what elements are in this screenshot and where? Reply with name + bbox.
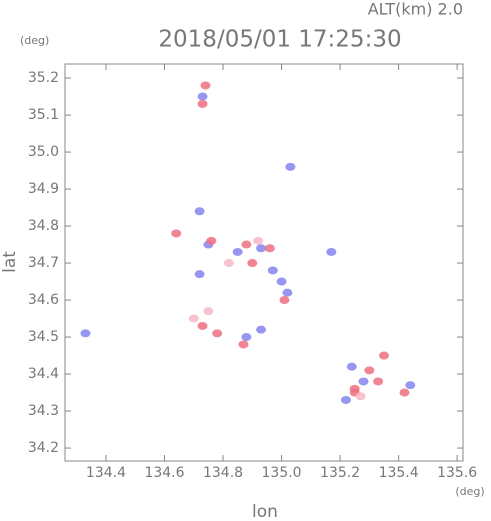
echo-cell <box>378 351 389 360</box>
echo-cell <box>171 229 182 238</box>
echo-cell <box>232 247 243 256</box>
altitude-label: ALT(km) 2.0 <box>368 0 463 19</box>
echo-cell <box>241 333 252 342</box>
echo-cell <box>340 395 351 404</box>
x-tick-label: 135.6 <box>437 465 477 481</box>
echo-cell <box>264 244 275 253</box>
echo-cell <box>346 362 357 371</box>
y-tick-label: 35.2 <box>28 70 59 86</box>
echo-cell <box>197 321 208 330</box>
plot-frame <box>64 63 464 462</box>
echo-cell <box>405 381 416 390</box>
echo-cell <box>355 392 366 401</box>
x-tick-label: 135.4 <box>379 465 419 481</box>
echo-cell <box>194 270 205 279</box>
x-tick-label: 134.6 <box>144 465 184 481</box>
x-tick-label: 135.2 <box>320 465 360 481</box>
echo-cell <box>364 366 375 375</box>
y-axis-label: lat <box>0 251 20 273</box>
echo-cell <box>241 240 252 249</box>
echo-cell <box>256 325 267 334</box>
echo-cell <box>253 236 264 245</box>
y-tick-label: 34.2 <box>28 440 59 456</box>
echo-cell <box>282 288 293 297</box>
echo-cell <box>80 329 91 338</box>
echo-cell <box>256 244 267 253</box>
echo-cell <box>276 277 287 286</box>
echo-cell <box>197 92 208 101</box>
x-unit: (deg) <box>455 485 484 498</box>
y-tick-label: 34.3 <box>28 403 59 419</box>
echo-cell <box>238 340 249 349</box>
echo-cell <box>206 236 217 245</box>
y-tick-label: 35.0 <box>28 144 59 160</box>
echo-cell <box>197 99 208 108</box>
x-tick-label: 134.8 <box>203 465 243 481</box>
echo-cell <box>399 388 410 397</box>
echo-cell <box>279 296 290 305</box>
y-tick-label: 35.1 <box>28 107 59 123</box>
y-tick-label: 34.6 <box>28 292 59 308</box>
y-unit: (deg) <box>20 34 49 47</box>
echo-cell <box>267 266 278 275</box>
x-axis-label: lon <box>252 502 278 521</box>
echo-cell <box>200 81 211 90</box>
chart-title: 2018/05/01 17:25:30 <box>158 27 401 53</box>
echo-cell <box>358 377 369 386</box>
y-tick-label: 34.7 <box>28 255 59 271</box>
echo-cell <box>247 259 258 268</box>
echo-cell <box>212 329 223 338</box>
echo-cell <box>223 259 234 268</box>
echo-cell <box>203 307 214 316</box>
echo-cell <box>373 377 384 386</box>
y-tick-label: 34.5 <box>28 329 59 345</box>
y-tick-label: 34.8 <box>28 218 59 234</box>
y-tick-label: 34.4 <box>28 366 59 382</box>
y-tick-label: 34.9 <box>28 181 59 197</box>
echo-cell <box>326 247 337 256</box>
x-tick-label: 135.0 <box>262 465 302 481</box>
echo-cell <box>188 314 199 323</box>
echo-cell <box>285 162 296 171</box>
echo-cell <box>194 207 205 216</box>
x-tick-label: 134.4 <box>86 465 126 481</box>
